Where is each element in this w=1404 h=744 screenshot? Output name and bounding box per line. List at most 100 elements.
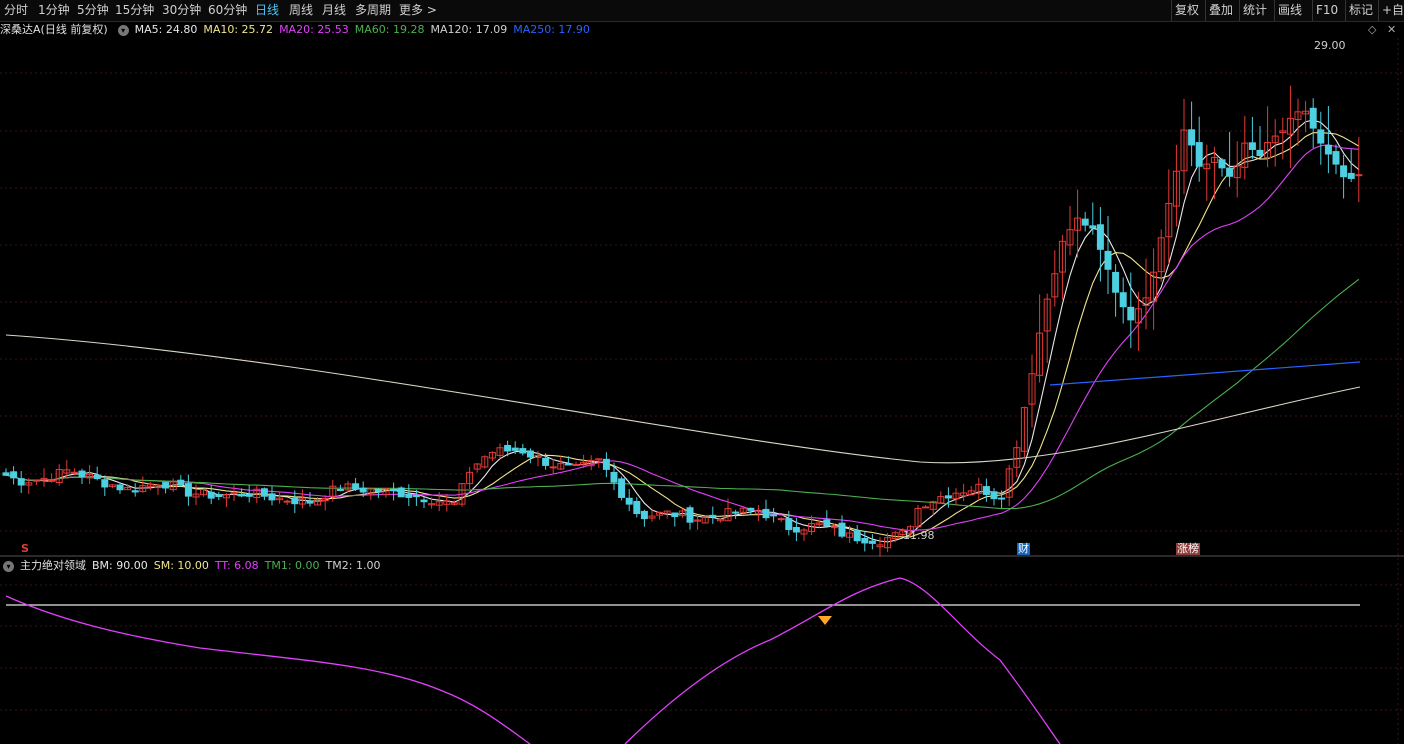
candle-body bbox=[663, 510, 671, 514]
tool-separator bbox=[1274, 0, 1275, 21]
period-tab[interactable]: 30分钟 bbox=[162, 3, 202, 17]
candle-body bbox=[314, 498, 322, 506]
candle-body bbox=[192, 493, 200, 498]
candle-body bbox=[1248, 142, 1256, 150]
candle-body bbox=[146, 483, 154, 487]
candle-body bbox=[367, 488, 375, 496]
candle-body bbox=[1051, 273, 1059, 298]
candle-body bbox=[473, 463, 481, 470]
candle-body bbox=[1013, 447, 1021, 468]
period-tab[interactable]: 日线 bbox=[255, 3, 280, 17]
ma-legend: 深桑达A(日线 前复权) ▾ MA5: 24.80 MA10: 25.72 MA20: … bbox=[0, 22, 602, 38]
candle-body bbox=[200, 489, 208, 496]
s-marker[interactable]: S bbox=[21, 542, 29, 555]
candle-body bbox=[48, 479, 56, 482]
candle-body bbox=[960, 492, 968, 497]
candle-body bbox=[716, 518, 724, 522]
candle-body bbox=[131, 490, 139, 493]
indicator-value: SM: 10.00 bbox=[153, 559, 209, 572]
candle-body bbox=[1043, 298, 1051, 332]
candle-body bbox=[1279, 130, 1287, 134]
candle-body bbox=[1172, 170, 1180, 207]
candle-body bbox=[914, 507, 922, 528]
candle-body bbox=[17, 478, 25, 486]
tool-button[interactable]: 统计 bbox=[1243, 3, 1268, 17]
candle-body bbox=[1347, 172, 1355, 179]
candle-body bbox=[1180, 129, 1188, 172]
candle-body bbox=[549, 466, 557, 469]
period-tab[interactable]: 更多 > bbox=[399, 3, 437, 17]
candle-body bbox=[496, 447, 504, 456]
candle-body bbox=[1165, 202, 1173, 238]
diamond-icon[interactable]: ◇ bbox=[1368, 23, 1377, 36]
candle-body bbox=[1142, 297, 1150, 306]
chevron-down-icon[interactable]: ▾ bbox=[117, 24, 129, 36]
tool-button[interactable]: 画线 bbox=[1278, 3, 1303, 17]
candle-body bbox=[754, 510, 762, 515]
candle-body bbox=[800, 529, 808, 535]
period-tab[interactable]: 5分钟 bbox=[77, 3, 109, 17]
period-tab[interactable]: 月线 bbox=[322, 3, 347, 17]
ma-value: MA250: 17.90 bbox=[513, 23, 590, 36]
candle-body bbox=[108, 484, 116, 487]
ma120-line bbox=[5, 334, 1361, 464]
ma-value: MA5: 24.80 bbox=[134, 23, 198, 36]
finance-marker[interactable]: 财 bbox=[1017, 542, 1030, 555]
candle-body bbox=[70, 471, 78, 474]
candle-body bbox=[420, 499, 428, 503]
candle-body bbox=[808, 523, 816, 532]
candle-body bbox=[1317, 129, 1325, 144]
period-tab[interactable]: 分时 bbox=[4, 3, 29, 17]
period-tab[interactable]: 1分钟 bbox=[38, 3, 70, 17]
ma-value: MA20: 25.53 bbox=[279, 23, 349, 36]
tool-button[interactable]: F10 bbox=[1316, 3, 1339, 17]
tool-button[interactable]: 复权 bbox=[1175, 3, 1200, 17]
candle-body bbox=[724, 508, 732, 522]
candle-body bbox=[846, 532, 854, 538]
candle-body bbox=[1157, 237, 1165, 273]
tool-button[interactable]: +自选 bbox=[1382, 3, 1404, 17]
chevron-down-icon[interactable]: ▾ bbox=[3, 560, 14, 572]
indicator-value: BM: 90.00 bbox=[92, 559, 148, 572]
period-tab[interactable]: 60分钟 bbox=[208, 3, 248, 17]
period-toolbar: 分时 1分钟 5分钟 15分钟 30分钟 60分钟 日线 周线 月线 多周期 更多 > bbox=[0, 0, 1404, 22]
candle-body bbox=[610, 471, 618, 483]
candle-body bbox=[830, 526, 838, 529]
tool-button[interactable]: 标记 bbox=[1349, 3, 1374, 17]
candle-body bbox=[618, 478, 626, 498]
limitup-marker[interactable]: 涨榜 bbox=[1176, 542, 1200, 555]
candle-body bbox=[268, 493, 276, 501]
candle-body bbox=[1294, 111, 1302, 120]
candle-body bbox=[815, 522, 823, 525]
candle-body bbox=[405, 493, 413, 498]
period-tab[interactable]: 多周期 bbox=[355, 3, 392, 17]
high-price-label: 29.00 bbox=[1314, 39, 1346, 52]
stock-name: 深桑达A bbox=[0, 23, 41, 36]
candle-body bbox=[443, 500, 451, 505]
tool-button[interactable]: 叠加 bbox=[1209, 3, 1234, 17]
ma250-line bbox=[1049, 361, 1361, 386]
candle-body bbox=[390, 488, 398, 492]
candle-body bbox=[1127, 306, 1135, 321]
candle-body bbox=[169, 481, 177, 491]
candle-body bbox=[458, 483, 466, 505]
candle-body bbox=[1195, 142, 1203, 167]
candle-body bbox=[222, 494, 230, 499]
candle-body bbox=[101, 479, 109, 488]
candle-body bbox=[1286, 117, 1294, 135]
candle-body bbox=[906, 526, 914, 534]
candle-body bbox=[1058, 240, 1066, 273]
period-tab[interactable]: 周线 bbox=[289, 3, 314, 17]
ma-value: MA120: 17.09 bbox=[430, 23, 508, 36]
close-icon[interactable]: ✕ bbox=[1387, 23, 1397, 36]
candle-body bbox=[359, 487, 367, 493]
candle-body bbox=[1074, 217, 1082, 231]
candle-body bbox=[93, 474, 101, 480]
candle-body bbox=[899, 530, 907, 536]
candle-body bbox=[78, 470, 86, 477]
candle-body bbox=[435, 501, 443, 506]
candle-body bbox=[1241, 142, 1249, 168]
period-tab[interactable]: 15分钟 bbox=[115, 3, 155, 17]
candle-body bbox=[853, 530, 861, 542]
